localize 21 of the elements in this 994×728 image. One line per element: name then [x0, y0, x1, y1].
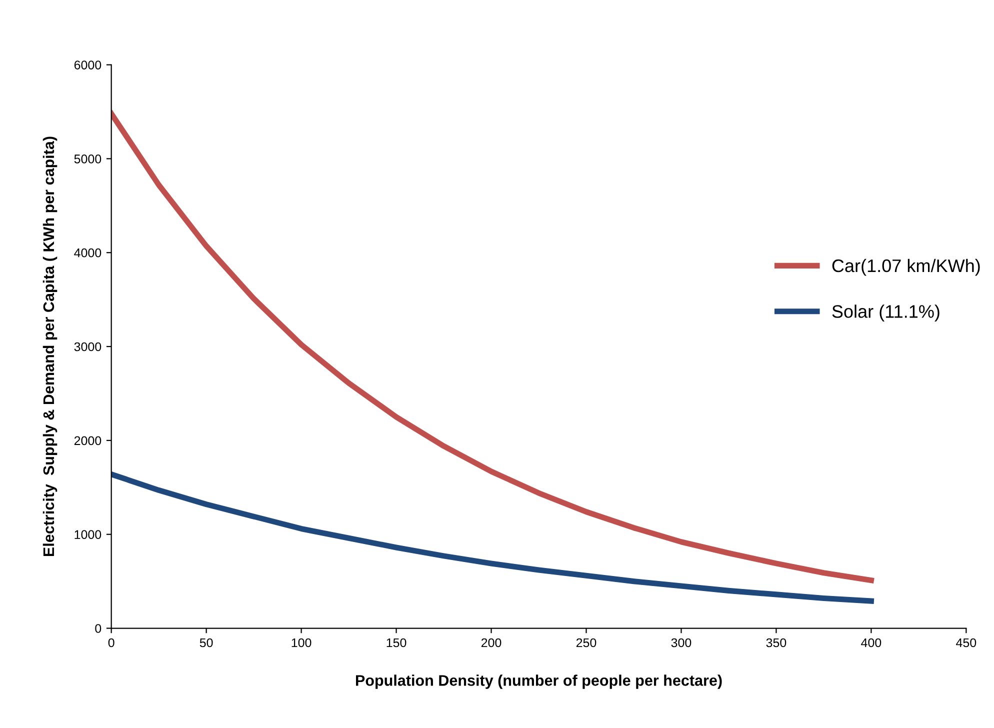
x-tick-label: 0	[108, 638, 114, 648]
x-tick-label: 450	[956, 638, 976, 648]
x-axis-title: Population Density (number of people per hectare)	[356, 674, 722, 689]
y-tick-label: 4000	[74, 248, 102, 258]
legend-label: Solar (11.1%)	[832, 304, 940, 322]
y-tick-label: 3000	[74, 342, 102, 352]
x-tick-label: 250	[576, 638, 596, 648]
x-tick-label: 350	[766, 638, 786, 648]
x-tick-label: 50	[200, 638, 213, 648]
x-tick-label: 200	[481, 638, 502, 648]
y-axis-title: Electricity Supply & Demand per Capita ( KWh per capita)	[42, 136, 58, 556]
legend-label: Car(1.07 km/KWh)	[832, 258, 980, 276]
y-tick-label: 0	[95, 624, 102, 633]
y-tick-label: 1000	[74, 530, 102, 540]
y-tick-label: 5000	[74, 154, 102, 164]
x-tick-label: 300	[671, 638, 692, 648]
y-tick-label: 6000	[74, 60, 102, 70]
y-tick-label: 2000	[74, 436, 102, 446]
x-tick-label: 100	[292, 638, 312, 648]
x-tick-label: 150	[386, 638, 406, 648]
x-tick-label: 400	[861, 638, 882, 648]
